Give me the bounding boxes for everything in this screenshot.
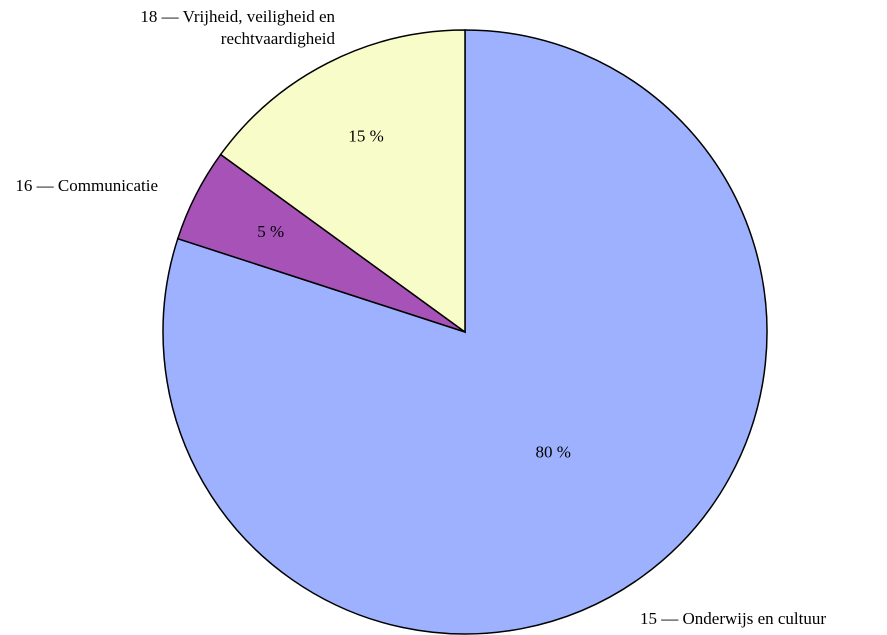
pie-slice bbox=[219, 29, 466, 334]
category-label: 16 — Communicatie bbox=[15, 176, 158, 195]
category-label: 15 — Onderwijs en cultuur bbox=[640, 609, 827, 628]
value-label: 15 % bbox=[348, 127, 383, 146]
value-label: 5 % bbox=[257, 222, 284, 241]
category-label: 18 — Vrijheid, veiligheid en rechtvaardi… bbox=[140, 7, 335, 48]
value-label: 80 % bbox=[535, 442, 570, 461]
